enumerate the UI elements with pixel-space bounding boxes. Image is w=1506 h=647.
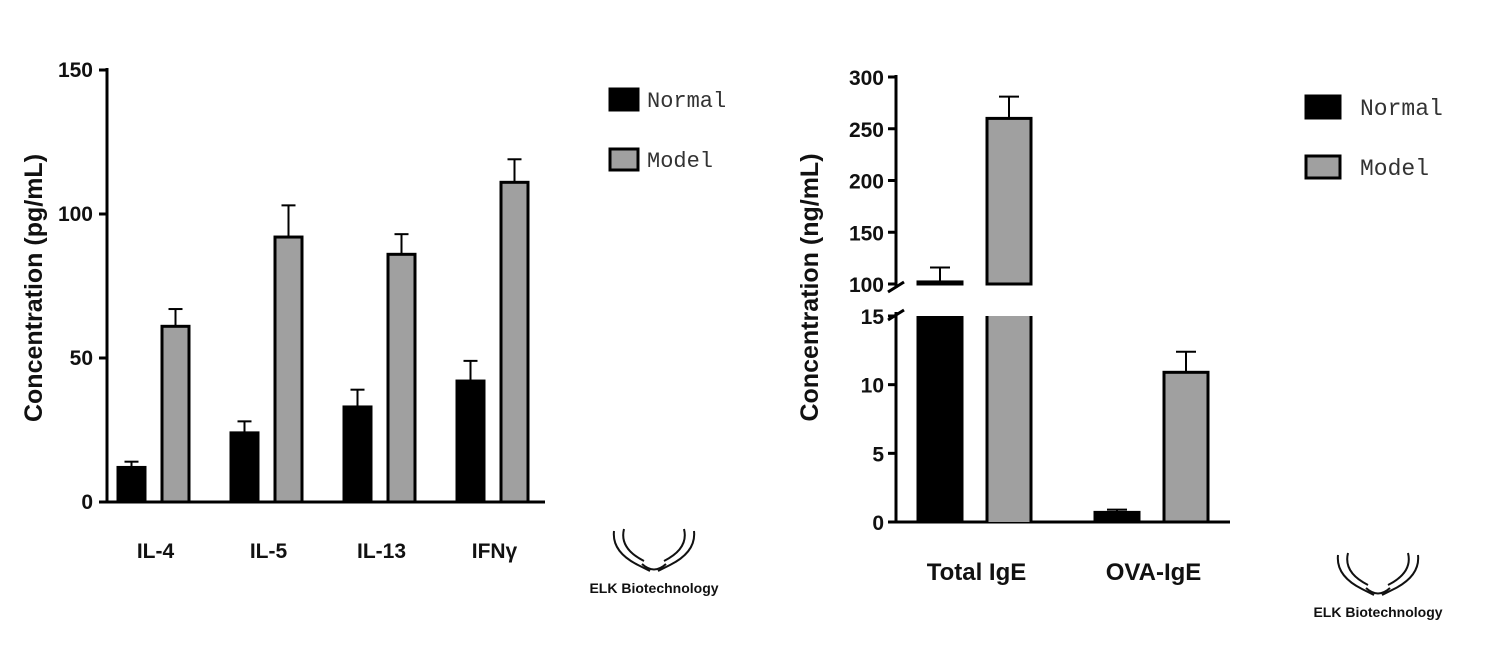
y-tick-label-upper: 200	[849, 171, 884, 194]
dna-strands-icon	[641, 563, 667, 571]
bar-model-il-5	[273, 235, 304, 504]
legend-label-normal: Normal	[1360, 96, 1443, 122]
y-tick-label: 150	[58, 59, 93, 82]
y-tick-label-lower: 15	[861, 306, 885, 329]
dna-strands-icon	[612, 530, 696, 572]
legend: Normal Model	[1304, 94, 1443, 182]
legend-swatch-normal	[608, 87, 640, 112]
logo: ELK Biotechnology	[589, 528, 719, 596]
bar-marks	[116, 158, 530, 504]
chart-ige: Concentration (ng/mL) 100150200250300051…	[796, 67, 1443, 586]
y-tick-label-upper: 250	[849, 119, 884, 142]
legend-label-model: Model	[1360, 156, 1429, 182]
bar-normal-il-4	[116, 465, 147, 504]
logos: ELK Biotechnology ELK Biotechnology	[589, 528, 1443, 620]
legend-swatch-model	[608, 147, 640, 172]
dna-strands-icon	[622, 528, 686, 562]
y-tick-label: 50	[70, 347, 93, 370]
dna-strands-icon	[1365, 587, 1391, 595]
axis-break-mark-upper	[887, 280, 905, 294]
bar-marks	[916, 95, 1210, 524]
logo: ELK Biotechnology	[1313, 552, 1443, 620]
x-tick-label-il-13: IL-13	[357, 540, 406, 563]
legend-swatch-normal	[1304, 94, 1342, 120]
logo-text: ELK Biotechnology	[589, 580, 718, 596]
bar-model-total-ige-lower	[987, 316, 1031, 522]
legend: Normal Model	[608, 87, 726, 174]
bar-model-ifn	[499, 180, 530, 504]
chart-cytokines: Concentration (pg/mL) 0 50 100 150 IL-4 IL-5 I…	[20, 59, 726, 563]
legend-swatch-model	[1304, 154, 1342, 180]
bar-normal-total-ige-lower	[918, 316, 962, 522]
x-tick-label-il-4: IL-4	[137, 540, 175, 563]
bar-model-ova-ige	[1162, 370, 1210, 524]
dna-strands-icon	[1336, 554, 1420, 596]
x-tick-label-il-5: IL-5	[250, 540, 288, 563]
tick-labels: 0 50 100 150 IL-4 IL-5 IL-13 IFNγ	[58, 59, 518, 563]
bar-model-il-13	[386, 252, 417, 504]
x-tick-label-total-ige: Total IgE	[927, 559, 1027, 586]
y-tick-label-upper: 300	[849, 67, 884, 90]
y-axis-title: Concentration (pg/mL)	[20, 154, 48, 422]
x-tick-label-ifn: IFNγ	[472, 540, 518, 563]
y-tick-label: 100	[58, 203, 93, 226]
bar-normal-total-ige-upper	[916, 280, 964, 286]
y-tick-label-upper: 150	[849, 222, 884, 245]
bar-normal-il-5	[229, 431, 260, 504]
logo-text: ELK Biotechnology	[1313, 604, 1442, 620]
y-tick-label-lower: 10	[861, 375, 884, 398]
dna-strands-icon	[1346, 552, 1410, 586]
legend-label-normal: Normal	[647, 89, 726, 114]
y-axis-title: Concentration (ng/mL)	[796, 153, 824, 421]
y-tick-label-lower: 5	[872, 443, 884, 466]
y-tick-label-lower: 0	[872, 512, 884, 535]
tick-labels: 100 150 200 250 300 0 5 10 15 Total IgE OVA-IgE	[849, 67, 1201, 586]
bar-model-il-4	[160, 324, 191, 504]
bar-normal-ova-ige	[1093, 510, 1141, 524]
y-tick-label-upper: 100	[849, 274, 884, 297]
x-tick-label-ova-ige: OVA-IgE	[1106, 559, 1202, 586]
bar-model-total-ige-upper	[985, 116, 1033, 286]
bar-normal-ifn	[455, 379, 486, 504]
legend-label-model: Model	[647, 149, 713, 174]
y-tick-label: 0	[81, 491, 93, 514]
bar-normal-il-13	[342, 405, 373, 504]
